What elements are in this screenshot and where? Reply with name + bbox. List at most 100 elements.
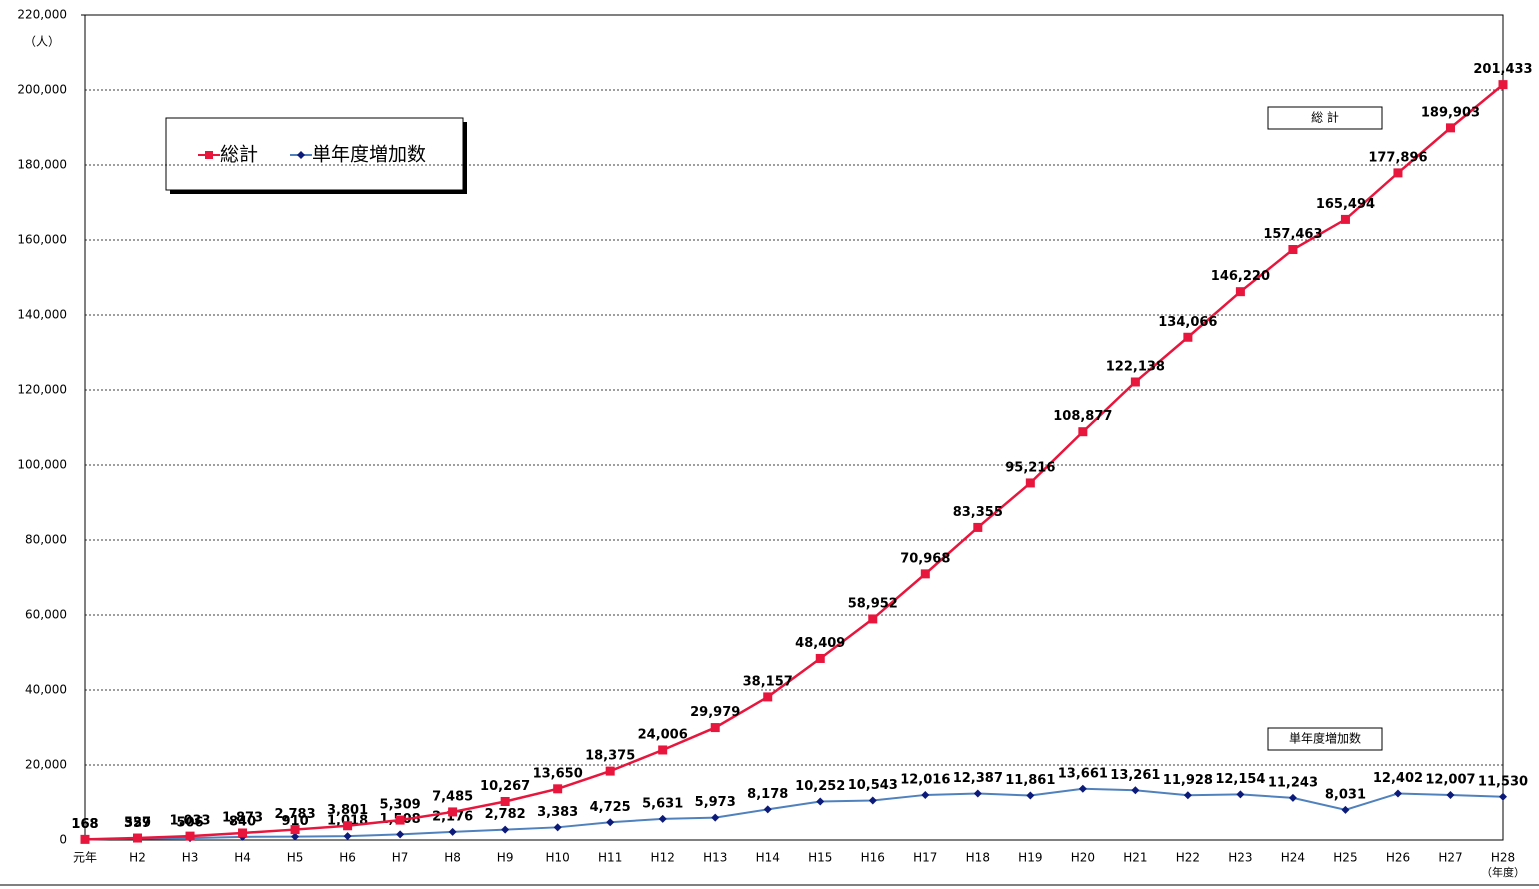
series-line <box>84 83 1504 841</box>
x-tick-label: H19 <box>1018 851 1042 865</box>
marker <box>553 784 563 794</box>
x-tick-label: H15 <box>808 851 832 865</box>
data-label: 12,402 <box>1373 771 1423 786</box>
marker <box>1499 792 1507 801</box>
marker <box>448 807 458 817</box>
marker <box>1393 168 1403 178</box>
x-tick-label: H12 <box>651 851 675 865</box>
x-tick-label: H27 <box>1438 851 1462 865</box>
x-tick-label: H14 <box>756 851 780 865</box>
data-label: 157,463 <box>1263 227 1322 242</box>
marker <box>501 825 510 834</box>
data-label: 7,485 <box>432 789 473 804</box>
x-unit: （年度） <box>1481 865 1525 879</box>
x-tick-label: H8 <box>444 851 461 865</box>
data-label: 4,725 <box>590 800 631 815</box>
marker <box>1340 214 1350 224</box>
data-label: 910 <box>282 814 309 829</box>
data-label: 12,387 <box>953 771 1003 786</box>
x-tick-label: H23 <box>1228 851 1252 865</box>
marker <box>658 814 667 823</box>
marker <box>448 827 457 836</box>
y-tick-label: 60,000 <box>25 608 67 622</box>
x-tick-label: H20 <box>1071 851 1095 865</box>
data-label: 3,801 <box>327 803 368 818</box>
data-label: 3,383 <box>537 805 578 820</box>
marker <box>816 797 825 806</box>
marker <box>1236 790 1245 799</box>
data-label: 840 <box>229 814 256 829</box>
marker <box>1393 789 1402 798</box>
marker <box>1078 427 1088 437</box>
x-tick-label: H22 <box>1176 851 1200 865</box>
marker <box>606 818 615 827</box>
marker <box>290 825 300 835</box>
data-label: 12,007 <box>1425 772 1475 787</box>
marker <box>1288 245 1298 255</box>
data-label: 8,178 <box>747 787 788 802</box>
data-label: 506 <box>176 816 203 831</box>
data-label: 1,033 <box>169 814 210 829</box>
x-tick-label: H10 <box>546 851 570 865</box>
data-label: 5,309 <box>380 798 421 813</box>
data-label: 189,903 <box>1421 105 1480 120</box>
y-tick-label: 40,000 <box>25 683 67 697</box>
y-tick-label: 100,000 <box>17 458 67 472</box>
marker <box>1130 377 1140 387</box>
x-tick-label: H3 <box>182 851 199 865</box>
marker <box>1288 793 1297 802</box>
marker <box>500 796 510 806</box>
marker <box>921 790 930 799</box>
data-label: 165,494 <box>1316 197 1375 212</box>
legend-label: 総計 <box>220 144 258 166</box>
x-tick-label: H24 <box>1281 851 1305 865</box>
x-tick-label: H6 <box>339 851 356 865</box>
data-label: 2,782 <box>485 807 526 822</box>
marker <box>133 833 143 843</box>
data-label: 13,261 <box>1110 768 1160 783</box>
annotation-box <box>1267 727 1383 751</box>
data-label: 168 <box>71 817 98 832</box>
legend-marker <box>205 151 213 159</box>
x-tick-label: H26 <box>1386 851 1410 865</box>
data-label: 12,016 <box>900 772 950 787</box>
marker <box>868 614 878 624</box>
x-tick-label: H2 <box>129 851 146 865</box>
data-label: 5,973 <box>695 795 736 810</box>
data-label: 12,154 <box>1215 772 1265 787</box>
x-tick-label: H28 <box>1491 851 1515 865</box>
data-label: 108,877 <box>1053 409 1112 424</box>
marker <box>291 832 300 841</box>
marker <box>238 828 248 838</box>
data-label: 177,896 <box>1368 150 1427 165</box>
data-label: 168 <box>71 817 98 832</box>
marker <box>763 692 773 702</box>
y-unit: （人） <box>24 35 60 49</box>
data-label: 10,543 <box>848 778 898 793</box>
marker <box>553 823 562 832</box>
x-tick-label: 元年 <box>73 851 97 865</box>
data-label: 48,409 <box>795 636 845 651</box>
data-label: 8,031 <box>1325 787 1366 802</box>
data-label: 95,216 <box>1005 460 1055 475</box>
y-tick-label: 140,000 <box>17 308 67 322</box>
marker <box>1445 123 1455 133</box>
data-label: 359 <box>124 816 151 831</box>
marker <box>343 832 352 841</box>
series-line <box>84 787 1504 841</box>
marker <box>605 766 615 776</box>
data-label: 18,375 <box>585 749 635 764</box>
x-tick-label: H16 <box>861 851 885 865</box>
marker <box>1025 478 1035 488</box>
data-label: 58,952 <box>848 596 898 611</box>
legend-label: 単年度増加数 <box>312 144 426 166</box>
marker <box>815 653 825 663</box>
x-tick-label: H7 <box>392 851 409 865</box>
marker <box>1183 332 1193 342</box>
marker <box>868 796 877 805</box>
annotation: 単年度増加数 <box>1289 731 1361 746</box>
marker <box>1026 791 1035 800</box>
x-tick-label: H9 <box>497 851 514 865</box>
marker <box>658 745 668 755</box>
